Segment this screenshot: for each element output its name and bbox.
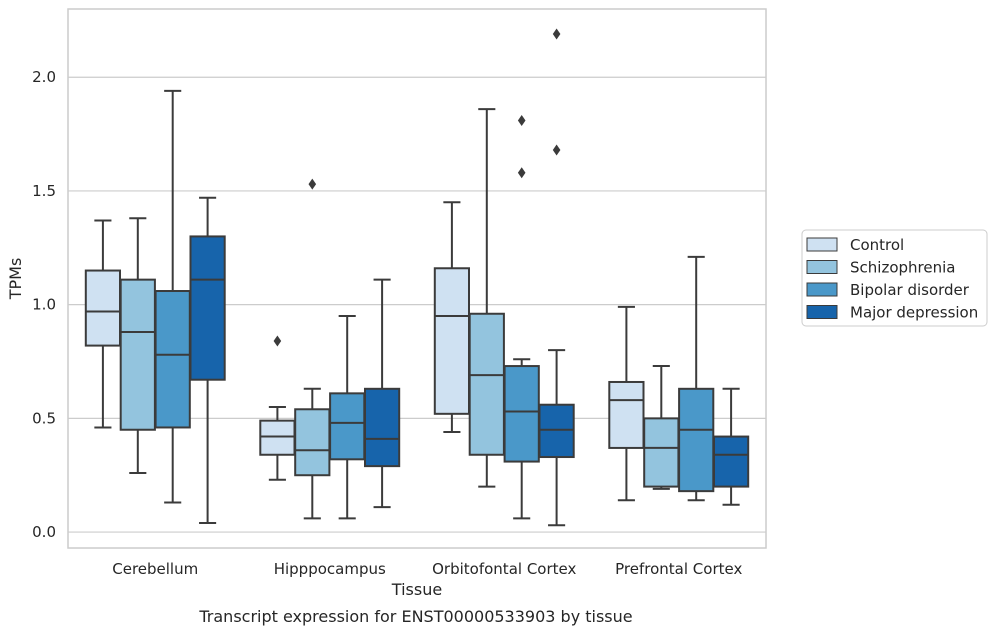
outlier-point [308,178,317,190]
y-tick-label: 0.5 [32,409,56,427]
box-body [538,403,575,459]
box-body [503,365,540,463]
x-tick-label: Hipppocampus [274,560,386,578]
box-0-3 [189,196,226,524]
box-1-1 [294,178,331,520]
box-body [643,417,680,488]
box-3-0 [608,305,645,502]
legend-label: Control [850,236,904,254]
box-1-3 [363,278,401,509]
box-3-1 [643,365,680,490]
box-body [329,392,366,461]
legend-swatch [806,237,838,252]
box-2-2 [503,114,540,520]
y-tick-label: 2.0 [32,68,56,86]
outlier-point [552,28,561,40]
legend-swatch [806,305,838,319]
legend-label: Bipolar disorder [850,281,970,299]
y-tick-label: 1.5 [32,182,56,200]
plot-frame [67,8,767,549]
box-body [189,235,226,381]
x-tick-label: Orbitofontal Cortex [432,560,576,578]
box-body [154,290,191,429]
box-0-1 [119,217,156,474]
box-body [119,278,156,431]
legend-swatch [806,260,838,274]
legend-label: Schizophrenia [850,259,955,277]
box-body [433,267,471,415]
box-2-0 [433,201,471,434]
box-3-3 [712,387,750,506]
box-0-0 [84,219,122,429]
x-tick-labels: Cerebellum Hipppocampus Orbitofontal Corte… [112,560,742,578]
y-tick-labels: 0.0 0.5 1.0 1.5 2.0 [32,68,56,541]
legend: Control Schizophrenia Bipolar disorder Majo… [801,229,988,327]
chart-caption: Transcript expression for ENST0000053390… [198,607,632,626]
y-axis-label: TPMs [6,258,25,301]
box-0-2 [154,89,191,504]
box-2-3 [538,28,575,527]
box-body [294,408,331,477]
legend-swatch [806,282,838,297]
outlier-point [517,167,526,179]
box-body [363,387,401,468]
y-tick-label: 1.0 [32,296,56,314]
legend-frame [801,229,988,327]
box-body [259,419,296,456]
box-body [608,380,645,449]
outlier-point [552,144,561,156]
box-1-0 [259,335,296,481]
box-1-2 [329,315,366,520]
box-2-1 [468,108,505,488]
y-tick-label: 0.0 [32,523,56,541]
outlier-point [517,114,526,126]
x-tick-label: Cerebellum [112,560,198,578]
box-plot-series [84,28,750,527]
box-body [468,312,505,456]
legend-label: Major depression [850,304,978,322]
box-3-2 [678,255,715,502]
x-tick-label: Prefrontal Cortex [615,560,742,578]
outlier-point [273,335,282,347]
box-body [84,269,122,347]
box-body [678,387,715,493]
x-axis-label: Tissue [391,580,442,599]
box-body [712,435,750,488]
